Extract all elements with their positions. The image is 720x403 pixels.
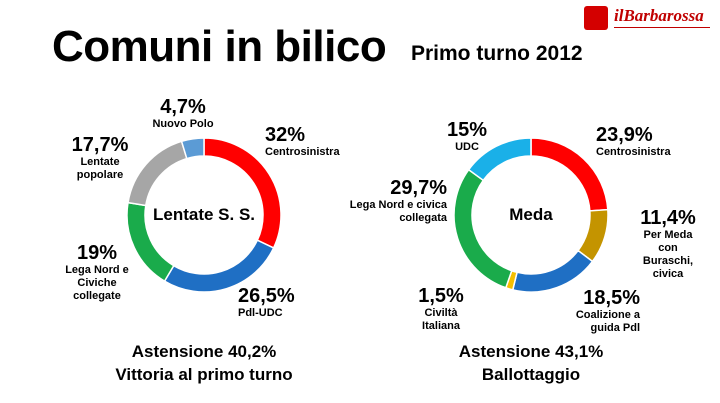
value-label: 26,5%: [238, 285, 295, 307]
segment-label: 26,5% Pdl-UDC: [238, 285, 295, 320]
segment-label: 4,7% Nuovo Polo: [152, 96, 213, 131]
segment-label: 29,7% Lega Nord e civica collegata: [350, 177, 447, 225]
value-label: 1,5%: [418, 285, 464, 307]
center-label: Meda: [509, 205, 553, 224]
value-label: 4,7%: [160, 96, 206, 118]
category-label: Pdl-UDC: [238, 307, 283, 319]
category-label: Lega Nord e civica collegata: [349, 199, 447, 224]
footer: Astensione 43,1% Ballottaggio: [401, 340, 661, 386]
footer-line: Astensione 40,2%: [131, 342, 277, 361]
value-label: 15%: [446, 119, 488, 141]
value-label: 18,5%: [583, 287, 640, 309]
segment-label: 17,7% Lentate popolare: [72, 134, 129, 182]
segment-label: 23,9% Centrosinistra: [596, 124, 671, 159]
logo-icon: [584, 6, 608, 30]
category-label: Lentate popolare: [76, 156, 124, 181]
segment-label: 32% Centrosinistra: [265, 124, 340, 159]
logo-rule: [614, 27, 710, 28]
donut-segment: [127, 140, 188, 207]
value-label: 17,7%: [71, 134, 129, 156]
category-label: Coalizione a guida Pdl: [575, 309, 640, 334]
category-label: UDC: [455, 141, 479, 153]
donut-segment: [180, 137, 205, 160]
value-label: 29,7%: [390, 177, 447, 199]
value-label: 23,9%: [596, 124, 653, 146]
category-label: Lega Nord e Civiche collegate: [65, 264, 129, 302]
segment-label: 15% UDC: [447, 119, 487, 154]
category-label: Centrosinistra: [265, 146, 340, 158]
value-label: 19%: [76, 242, 118, 264]
donut-segment: [511, 249, 594, 293]
footer-line: Vittoria al primo turno: [115, 365, 293, 384]
category-label: Centrosinistra: [596, 146, 671, 158]
segment-label: 19% Lega Nord e Civiche collegate: [65, 242, 129, 303]
footer: Astensione 40,2% Vittoria al primo turno: [74, 340, 334, 386]
segment-label: 18,5% Coalizione a guida Pdl: [560, 287, 640, 335]
category-label: Per Meda con Buraschi, civica: [642, 229, 694, 280]
category-label: Civiltà Italiana: [422, 307, 460, 332]
segment-label: 11,4% Per Meda con Buraschi, civica: [640, 207, 696, 281]
footer-line: Ballottaggio: [481, 365, 581, 384]
center-label: Lentate S. S.: [152, 205, 256, 224]
value-label: 32%: [265, 124, 306, 146]
segment-label: 1,5% Civiltà Italiana: [418, 285, 464, 333]
logo: ilBarbarossa: [614, 6, 704, 25]
page-title: Comuni in bilico: [52, 22, 387, 71]
footer-line: Astensione 43,1%: [458, 342, 604, 361]
donut-segment: [453, 168, 513, 289]
category-label: Nuovo Polo: [152, 118, 214, 130]
donut-segment: [467, 137, 532, 182]
page-subtitle: Primo turno 2012: [411, 42, 583, 65]
value-label: 11,4%: [640, 207, 696, 229]
